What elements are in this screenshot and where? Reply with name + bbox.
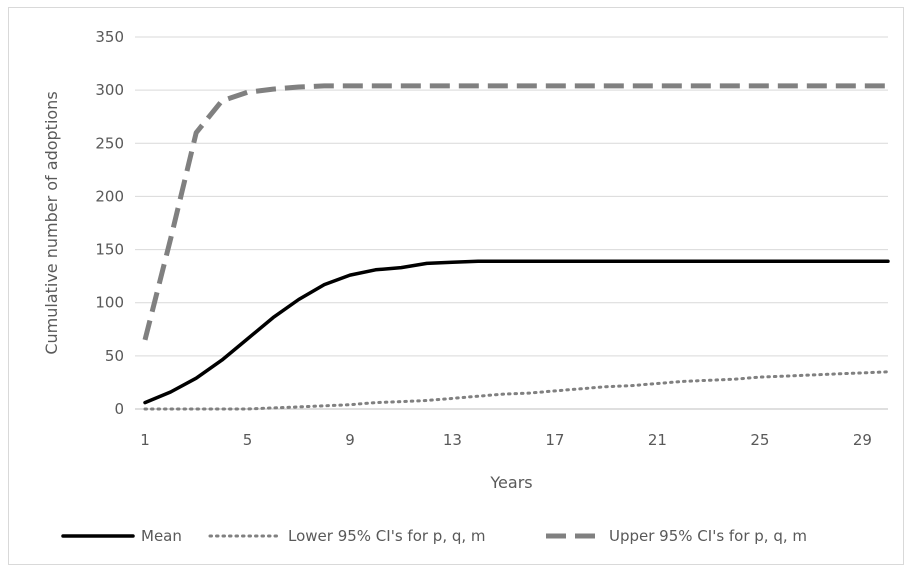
y-tick-label: 350 — [95, 28, 124, 46]
x-tick-label: 5 — [243, 431, 253, 449]
x-tick-label: 21 — [648, 431, 667, 449]
chart-frame — [8, 7, 904, 565]
x-tick-labels: 1 5 9 13 17 21 25 29 — [140, 431, 872, 449]
legend-label: Upper 95% CI's for p, q, m — [609, 527, 807, 545]
series-lines — [142, 83, 890, 411]
x-tick-label: 17 — [545, 431, 564, 449]
y-tick-label: 200 — [95, 187, 124, 205]
y-tick-label: 250 — [95, 134, 124, 152]
legend: Mean Lower 95% CI's for p, q, m Upper 95% … — [61, 527, 807, 545]
y-axis-title: Cumulative number of adoptions — [42, 91, 61, 354]
series-line-1 — [143, 259, 890, 405]
legend-label: Lower 95% CI's for p, q, m — [288, 527, 486, 545]
y-tick-labels: 0 50 100 150 200 250 300 350 — [95, 28, 124, 418]
legend-label: Mean — [141, 527, 182, 545]
x-tick-label: 29 — [853, 431, 872, 449]
x-tick-label: 1 — [140, 431, 150, 449]
x-tick-label: 25 — [750, 431, 769, 449]
y-tick-label: 50 — [105, 347, 124, 365]
x-tick-label: 13 — [443, 431, 462, 449]
y-tick-label: 300 — [95, 81, 124, 99]
y-tick-label: 0 — [114, 400, 124, 418]
x-tick-label: 9 — [345, 431, 355, 449]
series-line-3 — [142, 83, 888, 341]
gridlines — [135, 36, 888, 410]
y-tick-label: 150 — [95, 241, 124, 259]
y-tick-label: 100 — [95, 294, 124, 312]
series-line-2 — [143, 370, 890, 411]
x-axis-title: Years — [489, 473, 532, 492]
